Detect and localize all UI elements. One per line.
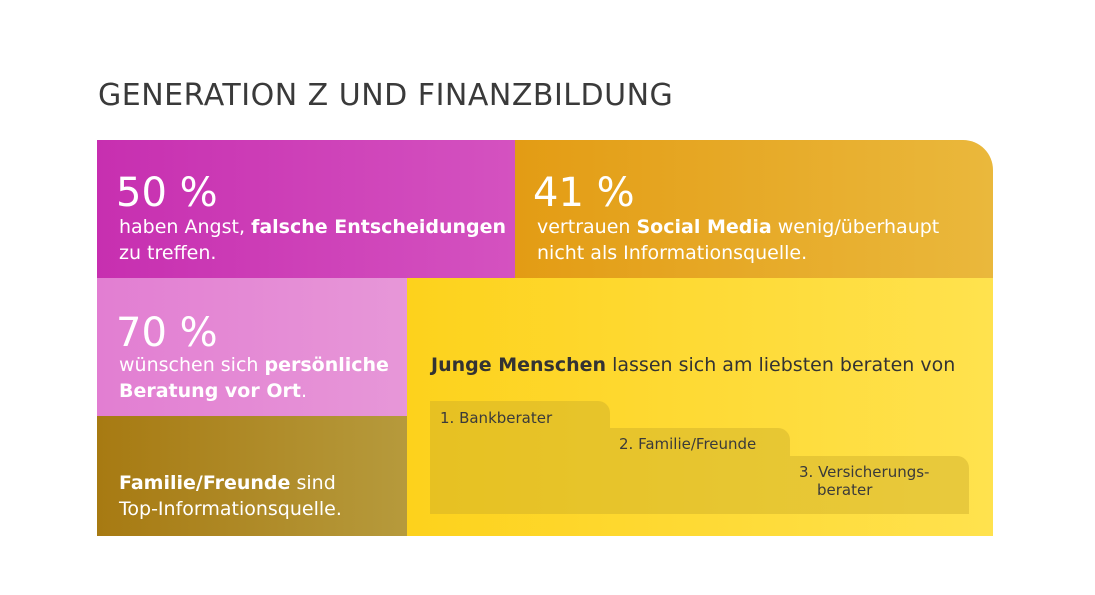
- page-title: GENERATION Z UND FINANZBILDUNG: [98, 78, 674, 113]
- ranking-step-1: 1. Bankberater: [430, 401, 610, 514]
- junge-text-bold: Junge Menschen: [431, 354, 607, 376]
- familie-text-post2: Top-Informationsquelle.: [119, 498, 342, 520]
- social-text-post2: nicht als Informationsquelle.: [537, 242, 808, 264]
- familie-description: Familie/Freunde sind Top-Informationsque…: [119, 470, 342, 522]
- tile-angst: 50 % haben Angst, falsche Entscheidungen…: [97, 140, 515, 278]
- angst-description: haben Angst, falsche Entscheidungen zu t…: [119, 214, 506, 266]
- ranking-label-3-cont: berater: [817, 481, 873, 499]
- ranking-label-2: 2. Familie/Freunde: [619, 435, 757, 453]
- beratung-percent: 70 %: [116, 310, 218, 356]
- familie-text-post1: sind: [296, 472, 336, 494]
- ranking-label-1: 1. Bankberater: [440, 409, 553, 427]
- ranking-label-3: 3. Versicherungs-: [799, 463, 930, 481]
- angst-text-post: zu treffen.: [119, 242, 217, 264]
- social-percent: 41 %: [533, 170, 635, 216]
- social-text-bold: Social Media: [636, 216, 772, 238]
- beratung-text-post: .: [300, 380, 307, 402]
- social-text-pre: vertrauen: [537, 216, 631, 238]
- tile-familie: Familie/Freunde sind Top-Informationsque…: [97, 416, 407, 536]
- angst-text-bold: falsche Entscheidungen: [251, 216, 507, 238]
- angst-percent: 50 %: [116, 170, 218, 216]
- junge-heading: Junge Menschen lassen sich am liebsten b…: [431, 354, 955, 376]
- tile-social-media: 41 % vertrauen Social Media wenig/überha…: [515, 140, 993, 278]
- social-description: vertrauen Social Media wenig/überhaupt n…: [537, 214, 939, 266]
- social-text-post1: wenig/überhaupt: [777, 216, 940, 238]
- tile-junge-menschen: Junge Menschen lassen sich am liebsten b…: [407, 278, 993, 536]
- ranking-step-2: 2. Familie/Freunde: [610, 428, 790, 514]
- tile-beratung: 70 % wünschen sich persönliche Beratung …: [97, 278, 407, 416]
- beratung-description: wünschen sich persönliche Beratung vor O…: [119, 352, 389, 404]
- beratung-text-pre: wünschen sich: [119, 354, 259, 376]
- beratung-text-bold2: Beratung vor Ort: [119, 380, 301, 402]
- angst-text-pre: haben Angst,: [119, 216, 246, 238]
- beratung-text-bold1: persönliche: [264, 354, 389, 376]
- ranking-step-3: 3. Versicherungs- berater: [790, 456, 969, 514]
- junge-text-post: lassen sich am liebsten beraten von: [612, 354, 956, 376]
- familie-text-bold: Familie/Freunde: [119, 472, 291, 494]
